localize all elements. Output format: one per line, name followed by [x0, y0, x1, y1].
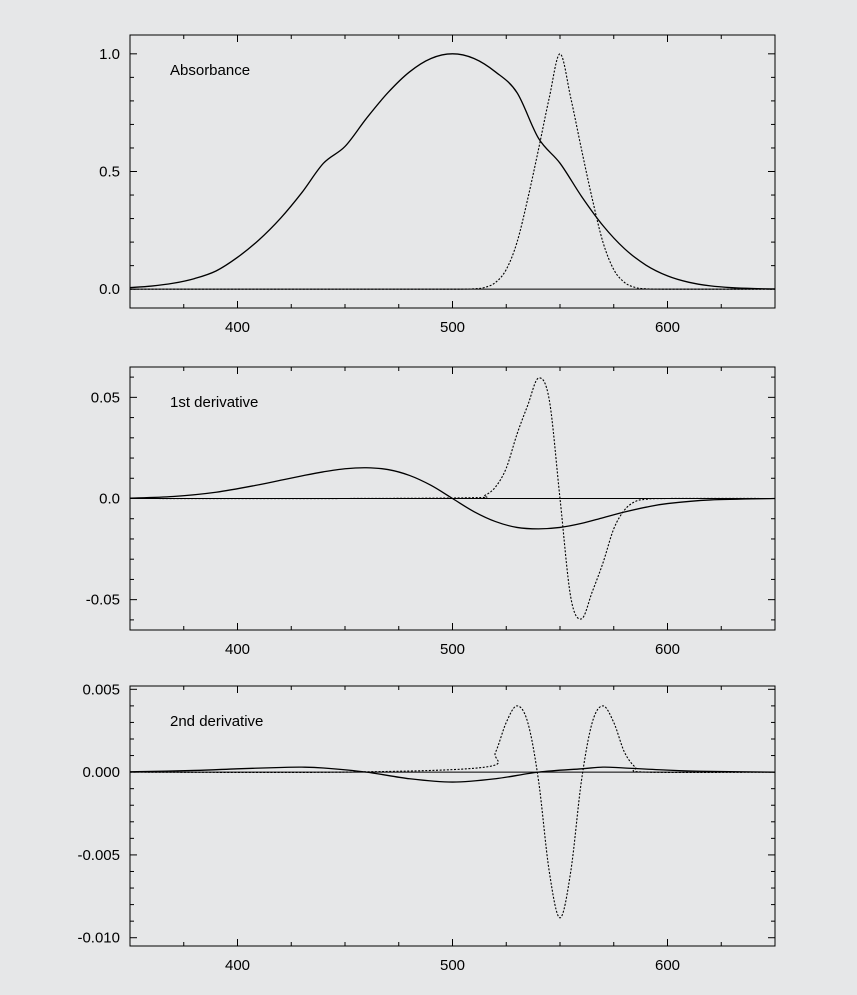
y-tick-label: 1.0	[99, 46, 120, 63]
narrow-band-dotted-line	[129, 705, 776, 919]
x-tick-label: 600	[655, 319, 680, 336]
y-tick-label: 0.0	[99, 281, 120, 298]
first-derivative-panel: 400 500 600 -0.05 0.0 0.05 1st derivative	[86, 366, 776, 658]
y-tick-label: -0.05	[86, 592, 120, 609]
y-tick-label: 0.000	[82, 764, 120, 781]
x-tick-label: 400	[225, 641, 250, 658]
y-tick-label: 0.005	[82, 681, 120, 698]
broad-band-solid-line	[129, 53, 776, 290]
broad-band-solid-line	[129, 467, 776, 530]
x-tick-label: 500	[440, 319, 465, 336]
x-tick-label: 400	[225, 319, 250, 336]
absorbance-panel: 400 500 600 0.0 0.5 1.0 Absorbance	[99, 34, 776, 336]
x-tick-label: 400	[225, 957, 250, 974]
x-tick-label: 600	[655, 641, 680, 658]
panel-title: 2nd derivative	[170, 713, 263, 730]
narrow-band-dotted-line	[130, 53, 776, 290]
broad-band-solid-line	[129, 766, 776, 783]
y-tick-label: 0.0	[99, 491, 120, 508]
second-derivative-panel: 400 500 600 -0.010 -0.005 0.000 0.005 2nd deriv…	[77, 681, 776, 974]
y-tick-label: 0.05	[91, 389, 120, 406]
x-tick-label: 500	[440, 957, 465, 974]
panel-title: Absorbance	[170, 62, 250, 79]
y-tick-label: -0.005	[77, 847, 120, 864]
y-tick-label: -0.010	[77, 930, 120, 947]
x-tick-label: 600	[655, 957, 680, 974]
panel-title: 1st derivative	[170, 394, 258, 411]
y-tick-label: 0.5	[99, 164, 120, 181]
x-tick-label: 500	[440, 641, 465, 658]
